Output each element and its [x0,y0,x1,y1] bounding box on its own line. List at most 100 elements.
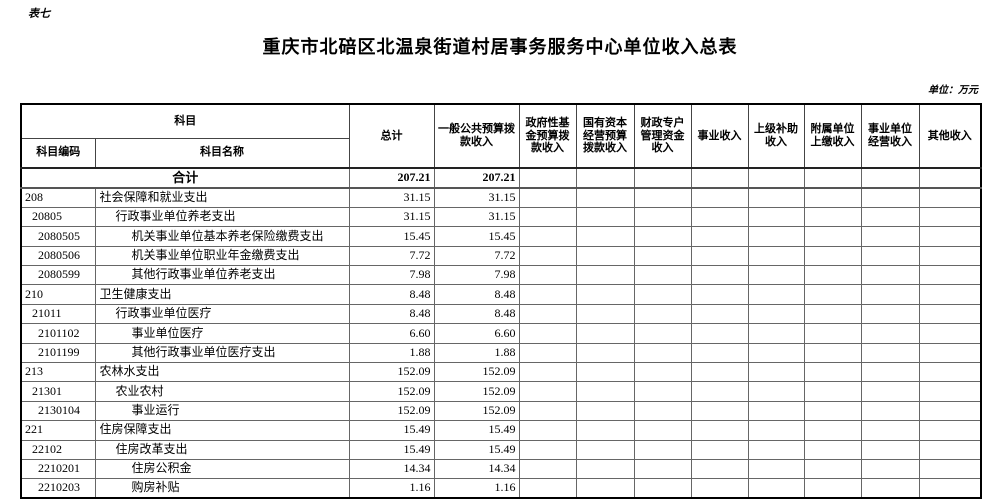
value-cell: 7.98 [348,265,435,286]
value-cell [860,206,920,228]
value-cell [918,284,982,305]
header-value-column-5: 事业收入 [690,103,749,169]
summary-value-cell [747,167,805,189]
value-cell [690,420,749,441]
value-cell [690,323,749,344]
value-cell [803,400,862,422]
value-cell [747,420,805,441]
subject-name-cell: 其他行政事业单位养老支出 [94,265,350,286]
value-cell [803,362,862,383]
subject-code-cell: 2130104 [20,400,96,422]
header-value-column-3: 国有资本经营预算拨款收入 [575,103,635,169]
value-cell [803,206,862,228]
value-cell [690,400,749,422]
value-cell: 152.09 [348,362,435,383]
subject-name-cell: 机关事业单位职业年金缴费支出 [94,245,350,267]
value-cell [918,187,982,208]
summary-row: 合计 207.21 207.21 [20,167,982,189]
table-row: 2210203 购房补贴 1.16 1.16 [20,478,982,499]
value-cell [747,303,805,325]
value-cell [575,458,635,480]
value-cell [518,226,577,247]
value-cell [690,265,749,286]
value-cell [803,439,862,460]
value-cell: 152.09 [433,400,520,422]
header-value-column-4: 财政专户管理资金收入 [633,103,692,169]
value-cell: 152.09 [348,381,435,402]
value-cell [633,381,692,402]
summary-value-cell [575,167,635,189]
value-cell [803,265,862,286]
header-row-code-name: 科目编码 科目名称 [20,137,981,169]
value-cell [518,420,577,441]
subject-code-cell: 208 [20,187,96,208]
value-cell [860,458,920,480]
subject-code-cell: 2080599 [20,265,96,286]
table-row: 21011 行政事业单位医疗 8.48 8.48 [20,303,982,325]
summary-label: 合计 [20,167,350,189]
subject-code-cell: 221 [20,420,96,441]
subject-code-cell: 213 [20,362,96,383]
value-cell [803,420,862,441]
value-cell [633,362,692,383]
value-cell [633,284,692,305]
header-subject-code: 科目编码 [20,137,96,169]
summary-value-cell [803,167,862,189]
subject-code-cell: 2080505 [20,226,96,247]
subject-code-cell: 22102 [20,439,96,460]
header-value-column-6: 上级补助收入 [747,103,805,169]
subject-name-cell: 行政事业单位养老支出 [94,206,350,228]
value-cell [575,284,635,305]
value-cell [860,265,920,286]
value-cell [575,303,635,325]
value-cell [747,323,805,344]
value-cell [633,187,692,208]
value-cell [860,226,920,247]
value-cell [918,362,982,383]
value-cell [747,439,805,460]
value-cell [575,187,635,208]
value-cell [918,342,982,364]
value-cell [575,265,635,286]
header-row-subject: 科目 总计 一般公共预算拨款收入 政府性基金预算拨款收入 国有资本经营预算拨款收入 财政… [20,103,982,169]
value-cell: 1.16 [433,478,520,499]
value-cell [518,342,577,364]
value-cell [860,362,920,383]
value-cell [690,439,749,460]
value-cell [747,400,805,422]
value-cell: 15.49 [348,439,435,460]
table-row: 2101199 其他行政事业单位医疗支出 1.88 1.88 [20,342,982,364]
header-value-column-0: 总计 [348,103,435,169]
value-cell [747,187,805,208]
subject-name-cell: 购房补贴 [94,478,350,499]
table-row: 2210201 住房公积金 14.34 14.34 [20,458,982,480]
subject-code-cell: 2210201 [20,458,96,480]
value-cell: 1.88 [433,342,520,364]
value-cell [690,342,749,364]
subject-name-cell: 农业农村 [94,381,350,402]
value-cell [518,439,577,460]
subject-name-cell: 农林水支出 [94,362,350,383]
value-cell [633,400,692,422]
table-row: 213 农林水支出 152.09 152.09 [20,362,982,383]
value-cell [575,245,635,267]
value-cell [747,381,805,402]
value-cell [747,342,805,364]
value-cell: 15.45 [433,226,520,247]
value-cell [860,420,920,441]
value-cell: 7.72 [433,245,520,267]
value-cell [633,342,692,364]
value-cell [575,323,635,344]
value-cell: 152.09 [348,400,435,422]
summary-value-cell [918,167,982,189]
table-row: 2080505 机关事业单位基本养老保险缴费支出 15.45 15.45 [20,226,982,247]
subject-code-cell: 210 [20,284,96,305]
subject-code-cell: 2080506 [20,245,96,267]
value-cell [747,458,805,480]
value-cell [690,458,749,480]
value-cell: 31.15 [433,206,520,228]
value-cell [860,245,920,267]
subject-name-cell: 社会保障和就业支出 [94,187,350,208]
value-cell [803,284,862,305]
subject-name-cell: 事业运行 [94,400,350,422]
